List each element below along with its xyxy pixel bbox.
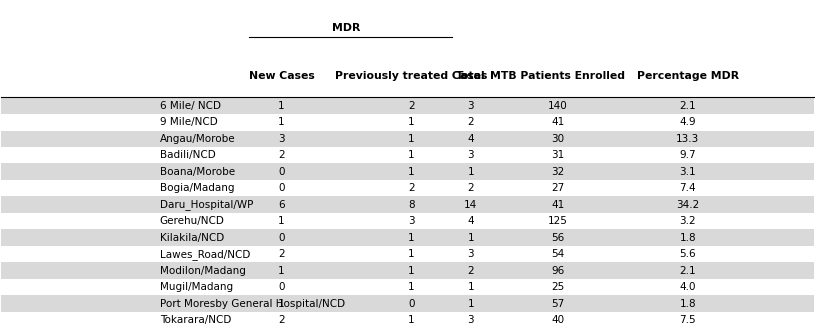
Text: Total: Total: [456, 71, 486, 81]
Text: 8: 8: [408, 200, 415, 210]
Text: 1: 1: [408, 249, 415, 259]
Text: 5.6: 5.6: [680, 249, 696, 259]
Text: 125: 125: [548, 216, 568, 226]
Text: 1: 1: [278, 101, 285, 111]
Text: 1: 1: [408, 134, 415, 144]
Text: 4: 4: [468, 216, 474, 226]
Text: 25: 25: [551, 282, 564, 292]
Text: 0: 0: [279, 183, 285, 193]
Text: 0: 0: [408, 299, 415, 308]
Text: 41: 41: [551, 200, 564, 210]
Text: 31: 31: [551, 150, 564, 160]
Text: 6: 6: [278, 200, 285, 210]
Bar: [2, 98, 813, 114]
Text: 1: 1: [278, 299, 285, 308]
Text: 56: 56: [551, 233, 564, 243]
Text: 1: 1: [408, 266, 415, 276]
Text: 1.8: 1.8: [680, 299, 696, 308]
Text: 3.2: 3.2: [680, 216, 696, 226]
Text: Previously treated Cases: Previously treated Cases: [336, 71, 487, 81]
Text: Angau/Morobe: Angau/Morobe: [160, 134, 236, 144]
Bar: [2, 262, 813, 279]
Text: 2: 2: [408, 101, 415, 111]
Text: 140: 140: [548, 101, 567, 111]
Text: 0: 0: [279, 233, 285, 243]
Text: 3: 3: [468, 249, 474, 259]
Bar: [2, 196, 813, 213]
Bar: [2, 131, 813, 147]
Text: Modilon/Madang: Modilon/Madang: [160, 266, 245, 276]
Text: Boana/Morobe: Boana/Morobe: [160, 167, 235, 177]
Text: 3: 3: [468, 101, 474, 111]
Text: 2: 2: [278, 150, 285, 160]
Text: 0: 0: [279, 167, 285, 177]
Text: Tokarara/NCD: Tokarara/NCD: [160, 315, 231, 324]
Text: 41: 41: [551, 117, 564, 127]
Text: 4.9: 4.9: [680, 117, 696, 127]
Text: 1.8: 1.8: [680, 233, 696, 243]
Text: 1: 1: [408, 167, 415, 177]
Text: 4.0: 4.0: [680, 282, 696, 292]
Text: 3: 3: [468, 315, 474, 324]
Text: 7.5: 7.5: [680, 315, 696, 324]
Text: 1: 1: [278, 266, 285, 276]
Text: 2.1: 2.1: [680, 266, 696, 276]
Text: 27: 27: [551, 183, 564, 193]
Bar: [2, 164, 813, 180]
Bar: [2, 229, 813, 246]
Text: 7.4: 7.4: [680, 183, 696, 193]
Text: 1: 1: [468, 233, 474, 243]
Text: 9 Mile/NCD: 9 Mile/NCD: [160, 117, 218, 127]
Text: 30: 30: [551, 134, 564, 144]
Text: 2: 2: [468, 117, 474, 127]
Text: Percentage MDR: Percentage MDR: [637, 71, 738, 81]
Bar: [2, 295, 813, 312]
Text: New Cases: New Cases: [249, 71, 315, 81]
Text: 2: 2: [468, 266, 474, 276]
Text: 2: 2: [468, 183, 474, 193]
Text: 2: 2: [278, 249, 285, 259]
Text: 1: 1: [408, 282, 415, 292]
Text: 1: 1: [408, 315, 415, 324]
Text: 4: 4: [468, 134, 474, 144]
Text: 34.2: 34.2: [676, 200, 699, 210]
Text: 6 Mile/ NCD: 6 Mile/ NCD: [160, 101, 221, 111]
Text: Mugil/Madang: Mugil/Madang: [160, 282, 233, 292]
Text: 9.7: 9.7: [680, 150, 696, 160]
Text: MDR: MDR: [333, 23, 361, 33]
Text: 1: 1: [468, 299, 474, 308]
Text: 2: 2: [408, 183, 415, 193]
Text: 1: 1: [408, 233, 415, 243]
Text: 2.1: 2.1: [680, 101, 696, 111]
Text: 13.3: 13.3: [676, 134, 699, 144]
Text: Kilakila/NCD: Kilakila/NCD: [160, 233, 224, 243]
Text: 14: 14: [465, 200, 478, 210]
Text: 1: 1: [468, 282, 474, 292]
Text: Badili/NCD: Badili/NCD: [160, 150, 215, 160]
Text: Lawes_Road/NCD: Lawes_Road/NCD: [160, 249, 250, 260]
Text: 2: 2: [278, 315, 285, 324]
Text: 0: 0: [279, 282, 285, 292]
Text: Port Moresby General Hospital/NCD: Port Moresby General Hospital/NCD: [160, 299, 345, 308]
Text: Gerehu/NCD: Gerehu/NCD: [160, 216, 225, 226]
Text: 1: 1: [278, 117, 285, 127]
Text: 3: 3: [278, 134, 285, 144]
Text: 1: 1: [408, 150, 415, 160]
Text: 32: 32: [551, 167, 564, 177]
Text: MTB Patients Enrolled: MTB Patients Enrolled: [491, 71, 625, 81]
Text: 1: 1: [408, 117, 415, 127]
Text: 57: 57: [551, 299, 564, 308]
Text: 1: 1: [278, 216, 285, 226]
Text: 96: 96: [551, 266, 564, 276]
Text: Bogia/Madang: Bogia/Madang: [160, 183, 234, 193]
Text: 54: 54: [551, 249, 564, 259]
Text: 3.1: 3.1: [680, 167, 696, 177]
Text: 3: 3: [468, 150, 474, 160]
Text: Daru_Hospital/WP: Daru_Hospital/WP: [160, 199, 253, 210]
Text: 1: 1: [468, 167, 474, 177]
Text: 3: 3: [408, 216, 415, 226]
Text: 40: 40: [551, 315, 564, 324]
